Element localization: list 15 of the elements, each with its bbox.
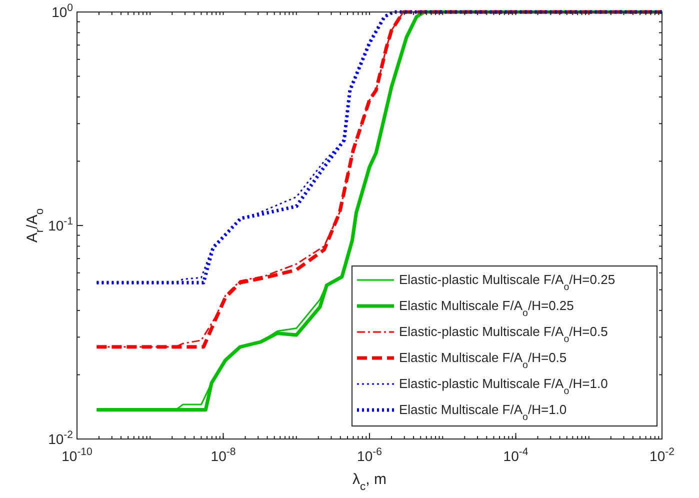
x-axis-title: λ$_{c}$, m bbox=[352, 471, 386, 493]
legend-label: Elastic-plastic Multiscale F/A$_{o}$/H=0.5 bbox=[399, 324, 608, 344]
x-tick-label: 10$^{-2}$ bbox=[650, 446, 675, 464]
y-tick-label: 10$^{0}$ bbox=[52, 2, 74, 20]
legend-label: Elastic Multiscale F/A$_{o}$/H=1.0 bbox=[399, 402, 567, 422]
x-tick-label: 10$^{-8}$ bbox=[210, 446, 236, 464]
legend-label: Elastic-plastic Multiscale F/A$_{o}$/H=1.0 bbox=[399, 376, 608, 396]
legend-label: Elastic Multiscale F/A$_{o}$/H=0.5 bbox=[399, 350, 567, 370]
x-tick-label: 10$^{-4}$ bbox=[503, 446, 528, 464]
x-tick-label: 10$^{-6}$ bbox=[357, 446, 382, 464]
x-tick-label: 10$^{-10}$ bbox=[62, 446, 93, 464]
legend-label: Elastic-plastic Multiscale F/A$_{o}$/H=0.25 bbox=[399, 272, 616, 292]
y-tick-label: 10$^{-2}$ bbox=[48, 429, 74, 447]
legend-label: Elastic Multiscale F/A$_{o}$/H=0.25 bbox=[399, 298, 574, 318]
y-tick-label: 10$^{-1}$ bbox=[48, 216, 74, 234]
